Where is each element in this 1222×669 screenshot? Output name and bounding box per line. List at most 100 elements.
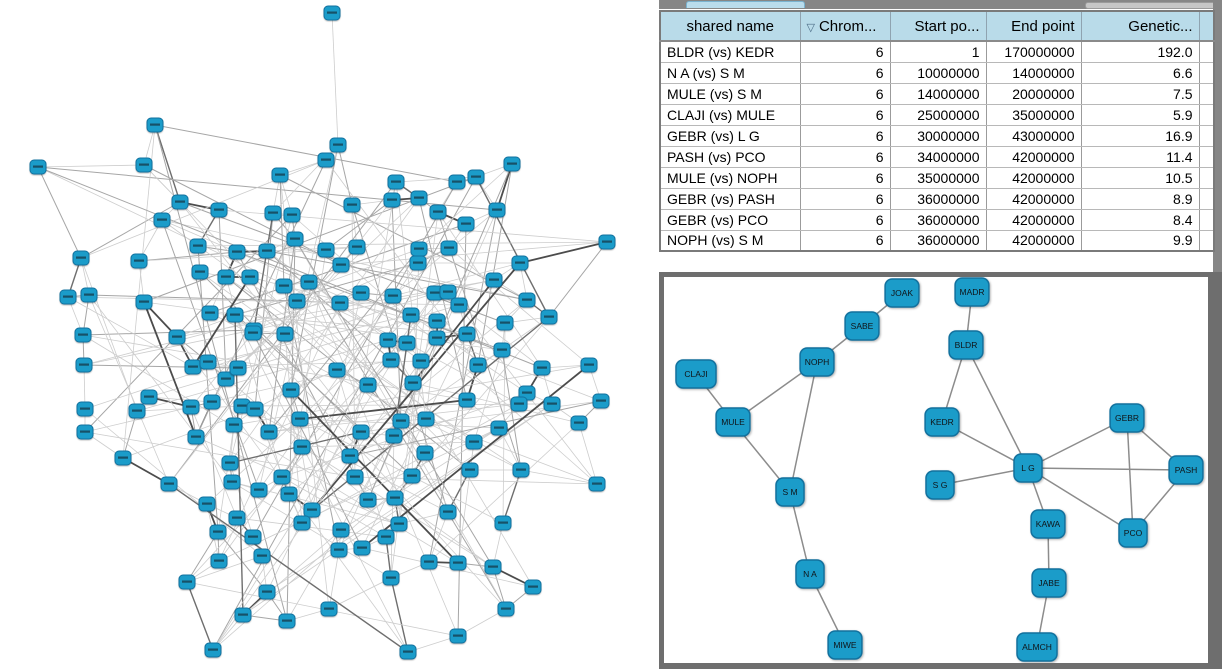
- hairball-node[interactable]: [189, 238, 207, 254]
- hairball-node[interactable]: [332, 257, 350, 273]
- hairball-node[interactable]: [199, 354, 217, 370]
- hairball-node[interactable]: [229, 360, 247, 376]
- filtered-network-canvas[interactable]: JOAK MADR SABE BLDR NOPH CLAJI MULE KEDR GEBR L G…: [664, 277, 1208, 663]
- hairball-node[interactable]: [490, 420, 508, 436]
- hairball-node[interactable]: [223, 474, 241, 490]
- network-node-jabe[interactable]: JABE: [1031, 568, 1067, 598]
- hairball-node[interactable]: [203, 394, 221, 410]
- hairball-node[interactable]: [467, 169, 485, 185]
- hairball-node[interactable]: [496, 315, 514, 331]
- network-node-s-m[interactable]: S M: [775, 477, 805, 507]
- hairball-node[interactable]: [543, 396, 561, 412]
- hairball-node[interactable]: [182, 399, 200, 415]
- table-row[interactable]: N A (vs) S M 6 10000000 14000000 6.6: [660, 62, 1215, 84]
- hairball-node[interactable]: [448, 174, 466, 190]
- hairball-node[interactable]: [244, 325, 262, 341]
- hairball-node[interactable]: [417, 411, 435, 427]
- hairball-node[interactable]: [570, 415, 588, 431]
- hairball-node[interactable]: [510, 396, 528, 412]
- hairball-node[interactable]: [458, 392, 476, 408]
- hairball-node[interactable]: [191, 264, 209, 280]
- network-node-gebr[interactable]: GEBR: [1109, 403, 1145, 433]
- network-node-pco[interactable]: PCO: [1118, 518, 1148, 548]
- hairball-node[interactable]: [271, 167, 289, 183]
- network-node-l-g[interactable]: L G: [1013, 453, 1043, 483]
- hairball-node[interactable]: [264, 205, 282, 221]
- hairball-node[interactable]: [29, 159, 47, 175]
- hairball-node[interactable]: [439, 504, 457, 520]
- table-row[interactable]: GEBR (vs) PASH 6 36000000 42000000 8.9: [660, 188, 1215, 210]
- panel-tab-fragment[interactable]: [686, 1, 805, 8]
- hairball-node[interactable]: [449, 628, 467, 644]
- hairball-node[interactable]: [72, 250, 90, 266]
- hairball-node[interactable]: [494, 515, 512, 531]
- hairball-node[interactable]: [198, 496, 216, 512]
- hairball-node[interactable]: [352, 285, 370, 301]
- hairball-node[interactable]: [485, 272, 503, 288]
- hairball-node[interactable]: [244, 529, 262, 545]
- hairball-node[interactable]: [512, 462, 530, 478]
- table-row[interactable]: CLAJI (vs) MULE 6 25000000 35000000 5.9: [660, 104, 1215, 126]
- hairball-node[interactable]: [457, 216, 475, 232]
- hairball-node[interactable]: [488, 202, 506, 218]
- network-node-kedr[interactable]: KEDR: [924, 407, 960, 437]
- hairball-node[interactable]: [228, 244, 246, 260]
- hairball-node[interactable]: [210, 202, 228, 218]
- horizontal-scrollbar-thumb[interactable]: [1085, 2, 1220, 9]
- hairball-node[interactable]: [458, 326, 476, 342]
- hairball-node[interactable]: [258, 243, 276, 259]
- hairball-node[interactable]: [353, 540, 371, 556]
- network-node-mule[interactable]: MULE: [715, 407, 751, 437]
- hairball-node[interactable]: [377, 529, 395, 545]
- table-row[interactable]: MULE (vs) NOPH 6 35000000 42000000 10.5: [660, 167, 1215, 189]
- hairball-node[interactable]: [484, 559, 502, 575]
- hairball-node[interactable]: [293, 439, 311, 455]
- hairball-node[interactable]: [221, 455, 239, 471]
- hairball-node[interactable]: [59, 289, 77, 305]
- hairball-node[interactable]: [291, 411, 309, 427]
- hairball-node[interactable]: [440, 240, 458, 256]
- hairball-node[interactable]: [225, 417, 243, 433]
- hairball-node[interactable]: [429, 204, 447, 220]
- hairball-node[interactable]: [385, 428, 403, 444]
- hairball-node[interactable]: [331, 295, 349, 311]
- hairball-node[interactable]: [416, 445, 434, 461]
- hairball-node[interactable]: [533, 360, 551, 376]
- hairball-node[interactable]: [398, 335, 416, 351]
- hairball-node[interactable]: [588, 476, 606, 492]
- hairball-node[interactable]: [580, 357, 598, 373]
- hairball-node[interactable]: [387, 174, 405, 190]
- hairball-node[interactable]: [341, 448, 359, 464]
- hairball-node[interactable]: [503, 156, 521, 172]
- hairball-node[interactable]: [348, 239, 366, 255]
- hairball-node[interactable]: [260, 424, 278, 440]
- hairball-node[interactable]: [399, 644, 417, 660]
- hairball-node[interactable]: [449, 555, 467, 571]
- hairball-node[interactable]: [592, 393, 610, 409]
- hairball-node[interactable]: [540, 309, 558, 325]
- column-header-shared-name[interactable]: shared name: [660, 11, 801, 42]
- network-node-joak[interactable]: JOAK: [884, 278, 920, 308]
- hairball-node[interactable]: [135, 157, 153, 173]
- column-header-chrom-[interactable]: ▽ Chrom...: [800, 11, 891, 42]
- network-node-noph[interactable]: NOPH: [799, 347, 835, 377]
- hairball-node[interactable]: [379, 332, 397, 348]
- hairball-node[interactable]: [352, 424, 370, 440]
- hairball-node[interactable]: [404, 375, 422, 391]
- hairball-node[interactable]: [420, 554, 438, 570]
- network-node-almch[interactable]: ALMCH: [1016, 632, 1058, 662]
- hairball-node[interactable]: [343, 197, 361, 213]
- network-node-bldr[interactable]: BLDR: [948, 330, 984, 360]
- hairball-node[interactable]: [217, 269, 235, 285]
- hairball-node[interactable]: [300, 274, 318, 290]
- hairball-node[interactable]: [317, 152, 335, 168]
- hairball-node[interactable]: [410, 190, 428, 206]
- hairball-node[interactable]: [209, 524, 227, 540]
- network-node-sabe[interactable]: SABE: [844, 311, 880, 341]
- hairball-node[interactable]: [386, 490, 404, 506]
- hairball-node[interactable]: [246, 401, 264, 417]
- hairball-node[interactable]: [114, 450, 132, 466]
- hairball-node[interactable]: [146, 117, 164, 133]
- hairball-node[interactable]: [210, 553, 228, 569]
- hairball-node[interactable]: [75, 357, 93, 373]
